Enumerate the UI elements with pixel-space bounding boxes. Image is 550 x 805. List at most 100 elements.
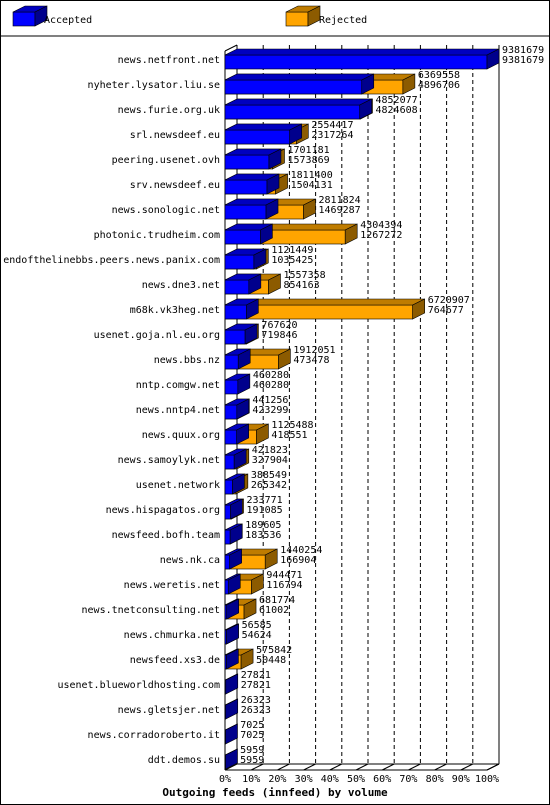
value-label-offered: 6369558 xyxy=(418,70,460,81)
bar-accepted xyxy=(224,748,238,770)
value-label-accepted: 1267272 xyxy=(360,230,402,241)
value-label-accepted: 327904 xyxy=(252,455,288,466)
value-label-offered: 6720907 xyxy=(428,295,470,306)
x-tick-label: 50% xyxy=(347,774,365,785)
grid-depth-tick xyxy=(277,763,290,771)
value-label-accepted: 27821 xyxy=(241,680,271,691)
value-label-accepted: 1573869 xyxy=(288,155,330,166)
bar-offered xyxy=(224,298,425,320)
category-label: m68k.vk3heg.net xyxy=(130,305,220,316)
grid-depth-tick xyxy=(250,763,264,771)
value-label-offered: 27821 xyxy=(241,670,271,681)
value-label-offered: 1557358 xyxy=(283,270,325,281)
value-label-offered: 388549 xyxy=(251,470,287,481)
value-label-accepted: 116794 xyxy=(266,580,302,591)
legend-label-rejected: Rejected xyxy=(319,15,367,26)
category-label: nntp.comgw.net xyxy=(136,380,220,391)
bar-accepted xyxy=(224,398,250,420)
value-label-accepted: 2317264 xyxy=(311,130,353,141)
grid-depth-tick xyxy=(486,763,500,771)
bar-accepted xyxy=(224,198,279,220)
x-tick-label: 100% xyxy=(475,774,499,785)
category-label: usenet.goja.nl.eu.org xyxy=(94,330,220,341)
value-label-accepted: 1035425 xyxy=(271,255,313,266)
bar-accepted xyxy=(224,323,258,345)
bar-accepted xyxy=(224,173,280,195)
value-label-offered: 681774 xyxy=(259,595,295,606)
bar-accepted xyxy=(224,548,242,570)
category-label: news.bbs.nz xyxy=(154,355,220,366)
x-tick-label: 80% xyxy=(426,774,444,785)
bar-accepted xyxy=(224,348,251,370)
category-label: news.gletsjer.net xyxy=(118,705,220,716)
value-label-accepted: 7025 xyxy=(240,730,264,741)
bar-accepted xyxy=(224,723,238,745)
bar-accepted xyxy=(224,648,239,670)
value-label-offered: 189605 xyxy=(245,520,281,531)
category-label: photonic.trudheim.com xyxy=(94,230,220,241)
category-label: news.corradoroberto.it xyxy=(88,730,220,741)
grid-depth-tick xyxy=(355,763,369,771)
value-label-offered: 944471 xyxy=(266,570,302,581)
bar-accepted xyxy=(224,48,500,70)
value-label-accepted: 265342 xyxy=(251,480,287,491)
value-label-offered: 5959 xyxy=(240,745,264,756)
x-tick-label: 40% xyxy=(321,774,339,785)
value-label-offered: 460280 xyxy=(253,370,289,381)
value-label-offered: 2811824 xyxy=(319,195,361,206)
bar-accepted xyxy=(224,373,251,395)
category-label: nyheter.lysator.liu.se xyxy=(88,80,220,91)
category-label: news.chmurka.net xyxy=(124,630,220,641)
value-label-accepted: 423299 xyxy=(252,405,288,416)
bar-accepted xyxy=(224,123,303,145)
value-label-offered: 1701181 xyxy=(288,145,330,156)
value-label-accepted: 191085 xyxy=(247,505,283,516)
value-label-accepted: 50448 xyxy=(256,655,286,666)
value-label-accepted: 1504131 xyxy=(291,180,333,191)
bar-accepted xyxy=(224,623,239,645)
bar-accepted xyxy=(224,273,262,295)
category-label: news.samoylyk.net xyxy=(118,455,220,466)
category-label: news.dne3.net xyxy=(142,280,220,291)
value-label-accepted: 9381679 xyxy=(502,55,544,66)
x-tick-label: 20% xyxy=(268,774,286,785)
value-label-offered: 1125488 xyxy=(271,420,313,431)
bar-accepted xyxy=(224,598,240,620)
value-label-accepted: 61002 xyxy=(259,605,289,616)
bar-accepted xyxy=(224,698,239,720)
value-label-accepted: 4896706 xyxy=(418,80,460,91)
category-label: news.netfront.net xyxy=(118,55,220,66)
x-tick-label: 30% xyxy=(295,774,313,785)
x-tick-label: 70% xyxy=(399,774,417,785)
value-label-offered: 1121449 xyxy=(271,245,313,256)
value-label-offered: 575842 xyxy=(256,645,292,656)
value-label-offered: 1811400 xyxy=(291,170,333,181)
value-label-offered: 2554417 xyxy=(311,120,353,131)
bar-accepted xyxy=(224,523,243,545)
grid-depth-tick xyxy=(303,763,316,771)
category-label: news.hispagatos.org xyxy=(106,505,220,516)
value-label-accepted: 4824608 xyxy=(376,105,418,116)
bar-accepted xyxy=(224,298,259,320)
category-label: srl.newsdeef.eu xyxy=(130,130,220,141)
value-label-accepted: 1469287 xyxy=(319,205,361,216)
value-label-offered: 4852077 xyxy=(376,95,418,106)
grid-depth-tick xyxy=(224,763,238,771)
bar-accepted xyxy=(224,73,375,95)
bar-accepted xyxy=(224,473,245,495)
bar-accepted xyxy=(224,423,249,445)
value-label-offered: 56585 xyxy=(242,620,272,631)
axis-depth-top-left xyxy=(224,44,238,52)
value-label-accepted: 418551 xyxy=(271,430,307,441)
value-label-accepted: 854163 xyxy=(283,280,319,291)
x-tick-label: 0% xyxy=(219,774,231,785)
category-label: peering.usenet.ovh xyxy=(112,155,220,166)
value-label-accepted: 460280 xyxy=(253,380,289,391)
category-label: news.nntp4.net xyxy=(136,405,220,416)
category-label: usenet.blueworldhosting.com xyxy=(57,680,220,691)
value-label-offered: 1912051 xyxy=(293,345,335,356)
grid-depth-tick xyxy=(434,763,447,771)
bar-accepted xyxy=(224,573,241,595)
value-label-accepted: 719846 xyxy=(261,330,297,341)
value-label-offered: 4304394 xyxy=(360,220,402,231)
